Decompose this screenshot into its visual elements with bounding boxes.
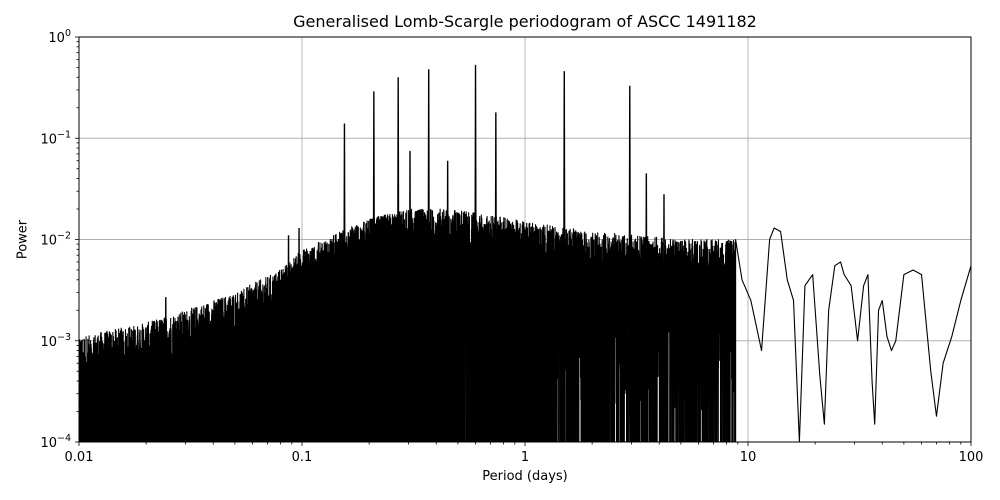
- peak: [662, 194, 666, 442]
- peak: [427, 69, 431, 442]
- y-axis-label: Power: [15, 219, 31, 260]
- peak: [372, 91, 376, 442]
- peak: [287, 235, 290, 442]
- y-tick-label: 10−3: [40, 332, 71, 350]
- peak: [396, 77, 400, 442]
- peak: [408, 150, 412, 442]
- peak: [494, 112, 498, 442]
- peak: [297, 227, 301, 442]
- x-axis-label: Period (days): [482, 469, 568, 484]
- peak: [562, 71, 566, 442]
- peak: [164, 297, 168, 442]
- peak: [342, 123, 346, 442]
- peak: [474, 64, 478, 442]
- y-tick-label: 10−4: [40, 433, 71, 451]
- chart-title: Generalised Lomb-Scargle periodogram of …: [293, 12, 757, 31]
- x-axis: 0.01 0.1 1 10 100: [65, 442, 984, 465]
- x-tick-label: 1: [521, 450, 529, 465]
- x-tick-label: 0.1: [292, 450, 313, 465]
- peak: [628, 85, 632, 442]
- y-axis: 10−4 10−3 10−2 10−1 100: [40, 28, 79, 451]
- x-tick-label: 0.01: [65, 450, 94, 465]
- y-tick-label: 10−1: [40, 129, 71, 147]
- x-tick-label: 10: [740, 450, 757, 465]
- y-tick-label: 100: [48, 28, 71, 46]
- x-tick-label: 100: [959, 450, 984, 465]
- peak: [644, 173, 648, 442]
- y-tick-label: 10−2: [40, 231, 71, 249]
- peak: [446, 160, 450, 442]
- periodogram-curve: [79, 64, 971, 442]
